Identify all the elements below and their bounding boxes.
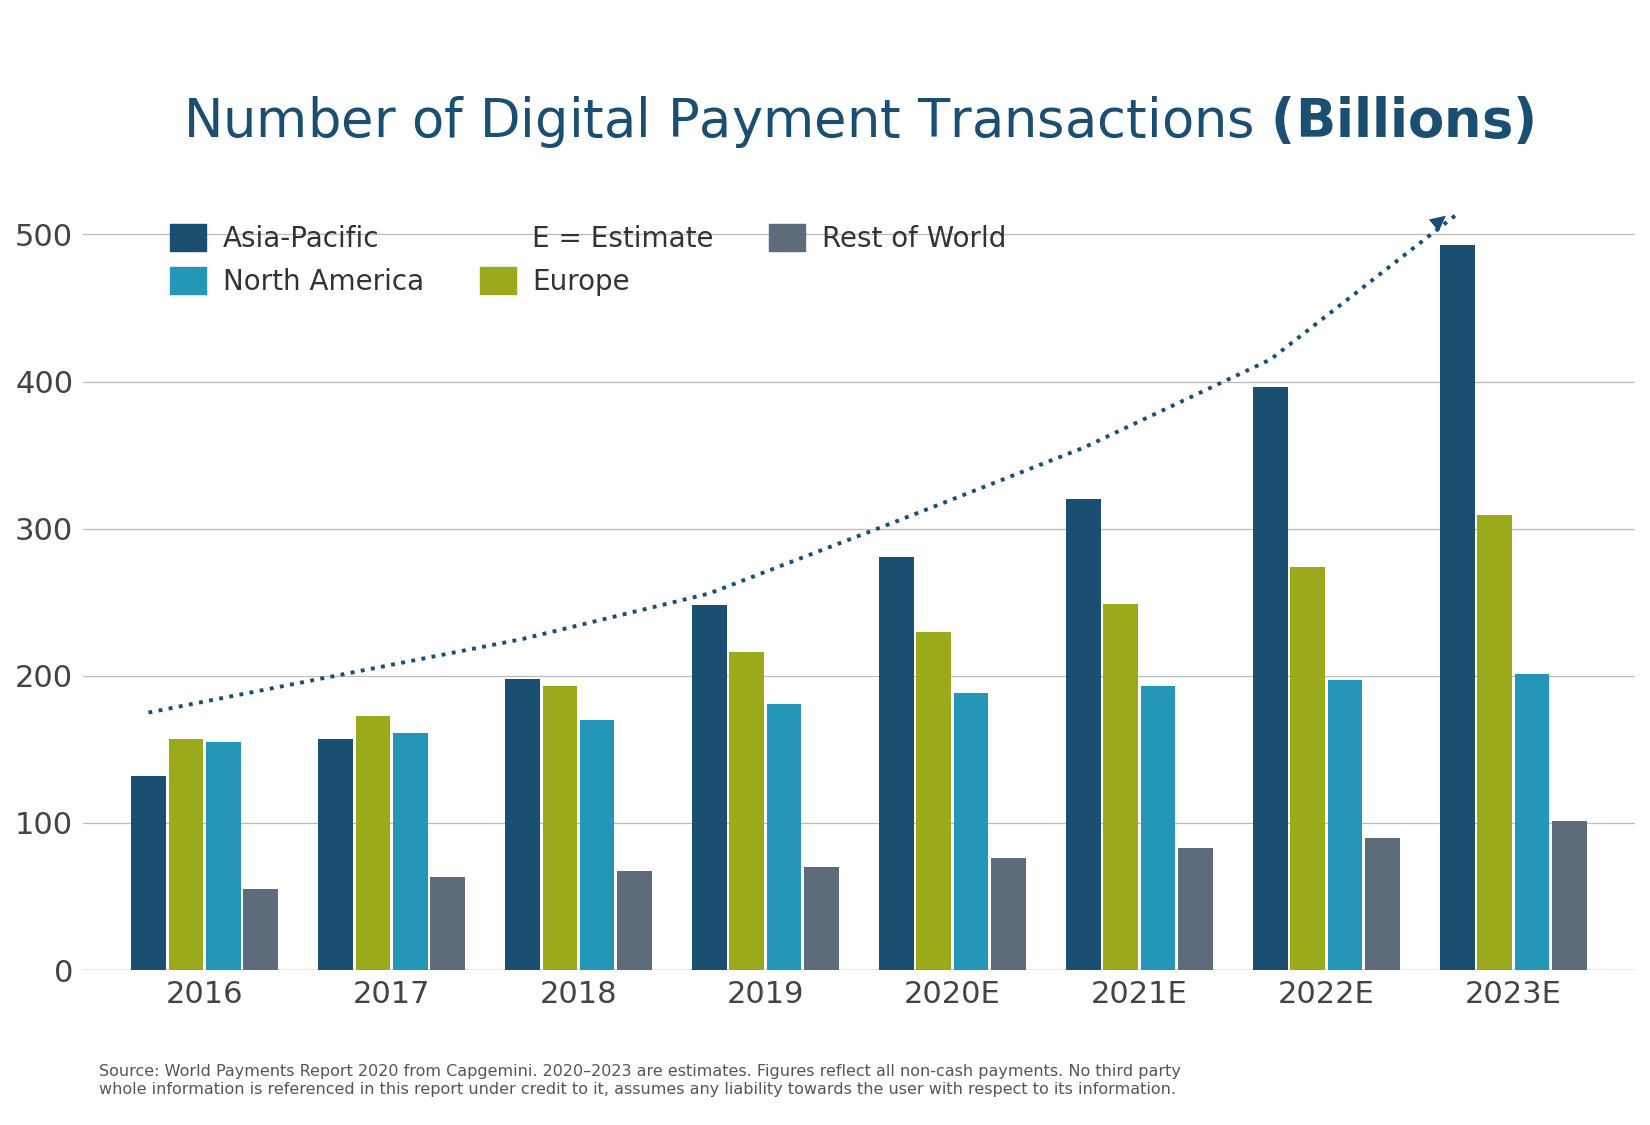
Bar: [1515, 674, 1549, 970]
Bar: [691, 605, 726, 970]
Bar: [954, 693, 988, 970]
Bar: [767, 704, 802, 970]
Bar: [1178, 848, 1213, 970]
Bar: [393, 734, 427, 970]
Bar: [1365, 838, 1399, 970]
Bar: [617, 872, 652, 970]
Bar: [168, 739, 203, 970]
Bar: [543, 686, 578, 970]
Bar: [1066, 500, 1101, 970]
Bar: [505, 678, 540, 970]
Legend: Asia-Pacific, North America, E = Estimate, Europe, Rest of World: Asia-Pacific, North America, E = Estimat…: [158, 214, 1018, 307]
Bar: [1290, 567, 1325, 970]
Bar: [1140, 686, 1175, 970]
Bar: [130, 776, 165, 970]
Bar: [206, 742, 241, 970]
Bar: [804, 867, 838, 970]
Bar: [916, 631, 950, 970]
Bar: [1553, 821, 1587, 970]
Bar: [1477, 515, 1511, 970]
Bar: [1328, 681, 1363, 970]
Bar: [355, 716, 389, 970]
Bar: [992, 858, 1026, 970]
Bar: [1104, 604, 1138, 970]
Bar: [318, 739, 353, 970]
Bar: [243, 889, 277, 970]
Bar: [729, 652, 764, 970]
Text: Source: World Payments Report 2020 from Capgemini. 2020–2023 are estimates. Figu: Source: World Payments Report 2020 from …: [99, 1064, 1181, 1097]
Bar: [1252, 387, 1287, 970]
Bar: [1440, 245, 1475, 970]
Title: Number of Digital Payment Transactions $\mathbf{(Billions)}$: Number of Digital Payment Transactions $…: [183, 93, 1535, 150]
Bar: [431, 878, 465, 970]
Bar: [579, 720, 614, 970]
Bar: [879, 557, 914, 970]
